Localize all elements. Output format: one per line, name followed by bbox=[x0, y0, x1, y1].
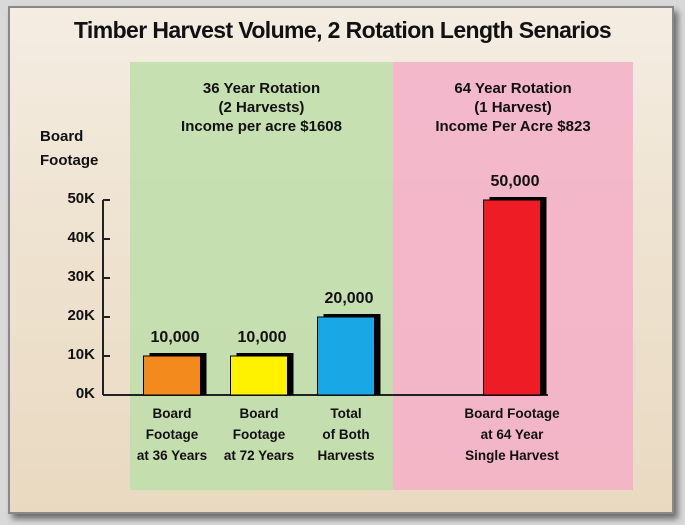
panel-annotation: 64 Year Rotation (1 Harvest) Income Per … bbox=[435, 80, 591, 135]
y-axis-label: Board Footage bbox=[40, 128, 99, 169]
rotation-panel bbox=[130, 62, 393, 490]
y-tick-label: 30K bbox=[67, 268, 95, 285]
bar bbox=[230, 355, 288, 396]
bar bbox=[317, 316, 375, 396]
x-tick-label: Total of Both Harvests bbox=[317, 406, 375, 463]
y-tick-label: 0K bbox=[75, 385, 95, 402]
value-label: 10,000 bbox=[237, 329, 287, 346]
y-tick-label: 20K bbox=[67, 307, 95, 324]
value-label: 10,000 bbox=[150, 329, 200, 346]
y-tick-label: 50K bbox=[67, 190, 95, 207]
y-tick-label: 10K bbox=[67, 346, 95, 363]
x-tick-label: Board Footage at 72 Years bbox=[223, 406, 295, 463]
x-tick-label: Board Footage at 64 Year Single Harvest bbox=[464, 406, 560, 463]
bar bbox=[483, 199, 541, 396]
bar bbox=[143, 355, 201, 396]
y-tick-label: 40K bbox=[67, 229, 95, 246]
x-tick-label: Board Footage at 36 Years bbox=[136, 406, 208, 463]
value-label: 20,000 bbox=[324, 290, 374, 307]
panel-annotation: 36 Year Rotation (2 Harvests) Income per… bbox=[181, 80, 342, 135]
chart-title: Timber Harvest Volume, 2 Rotation Length… bbox=[73, 17, 612, 43]
value-label: 50,000 bbox=[490, 173, 540, 190]
